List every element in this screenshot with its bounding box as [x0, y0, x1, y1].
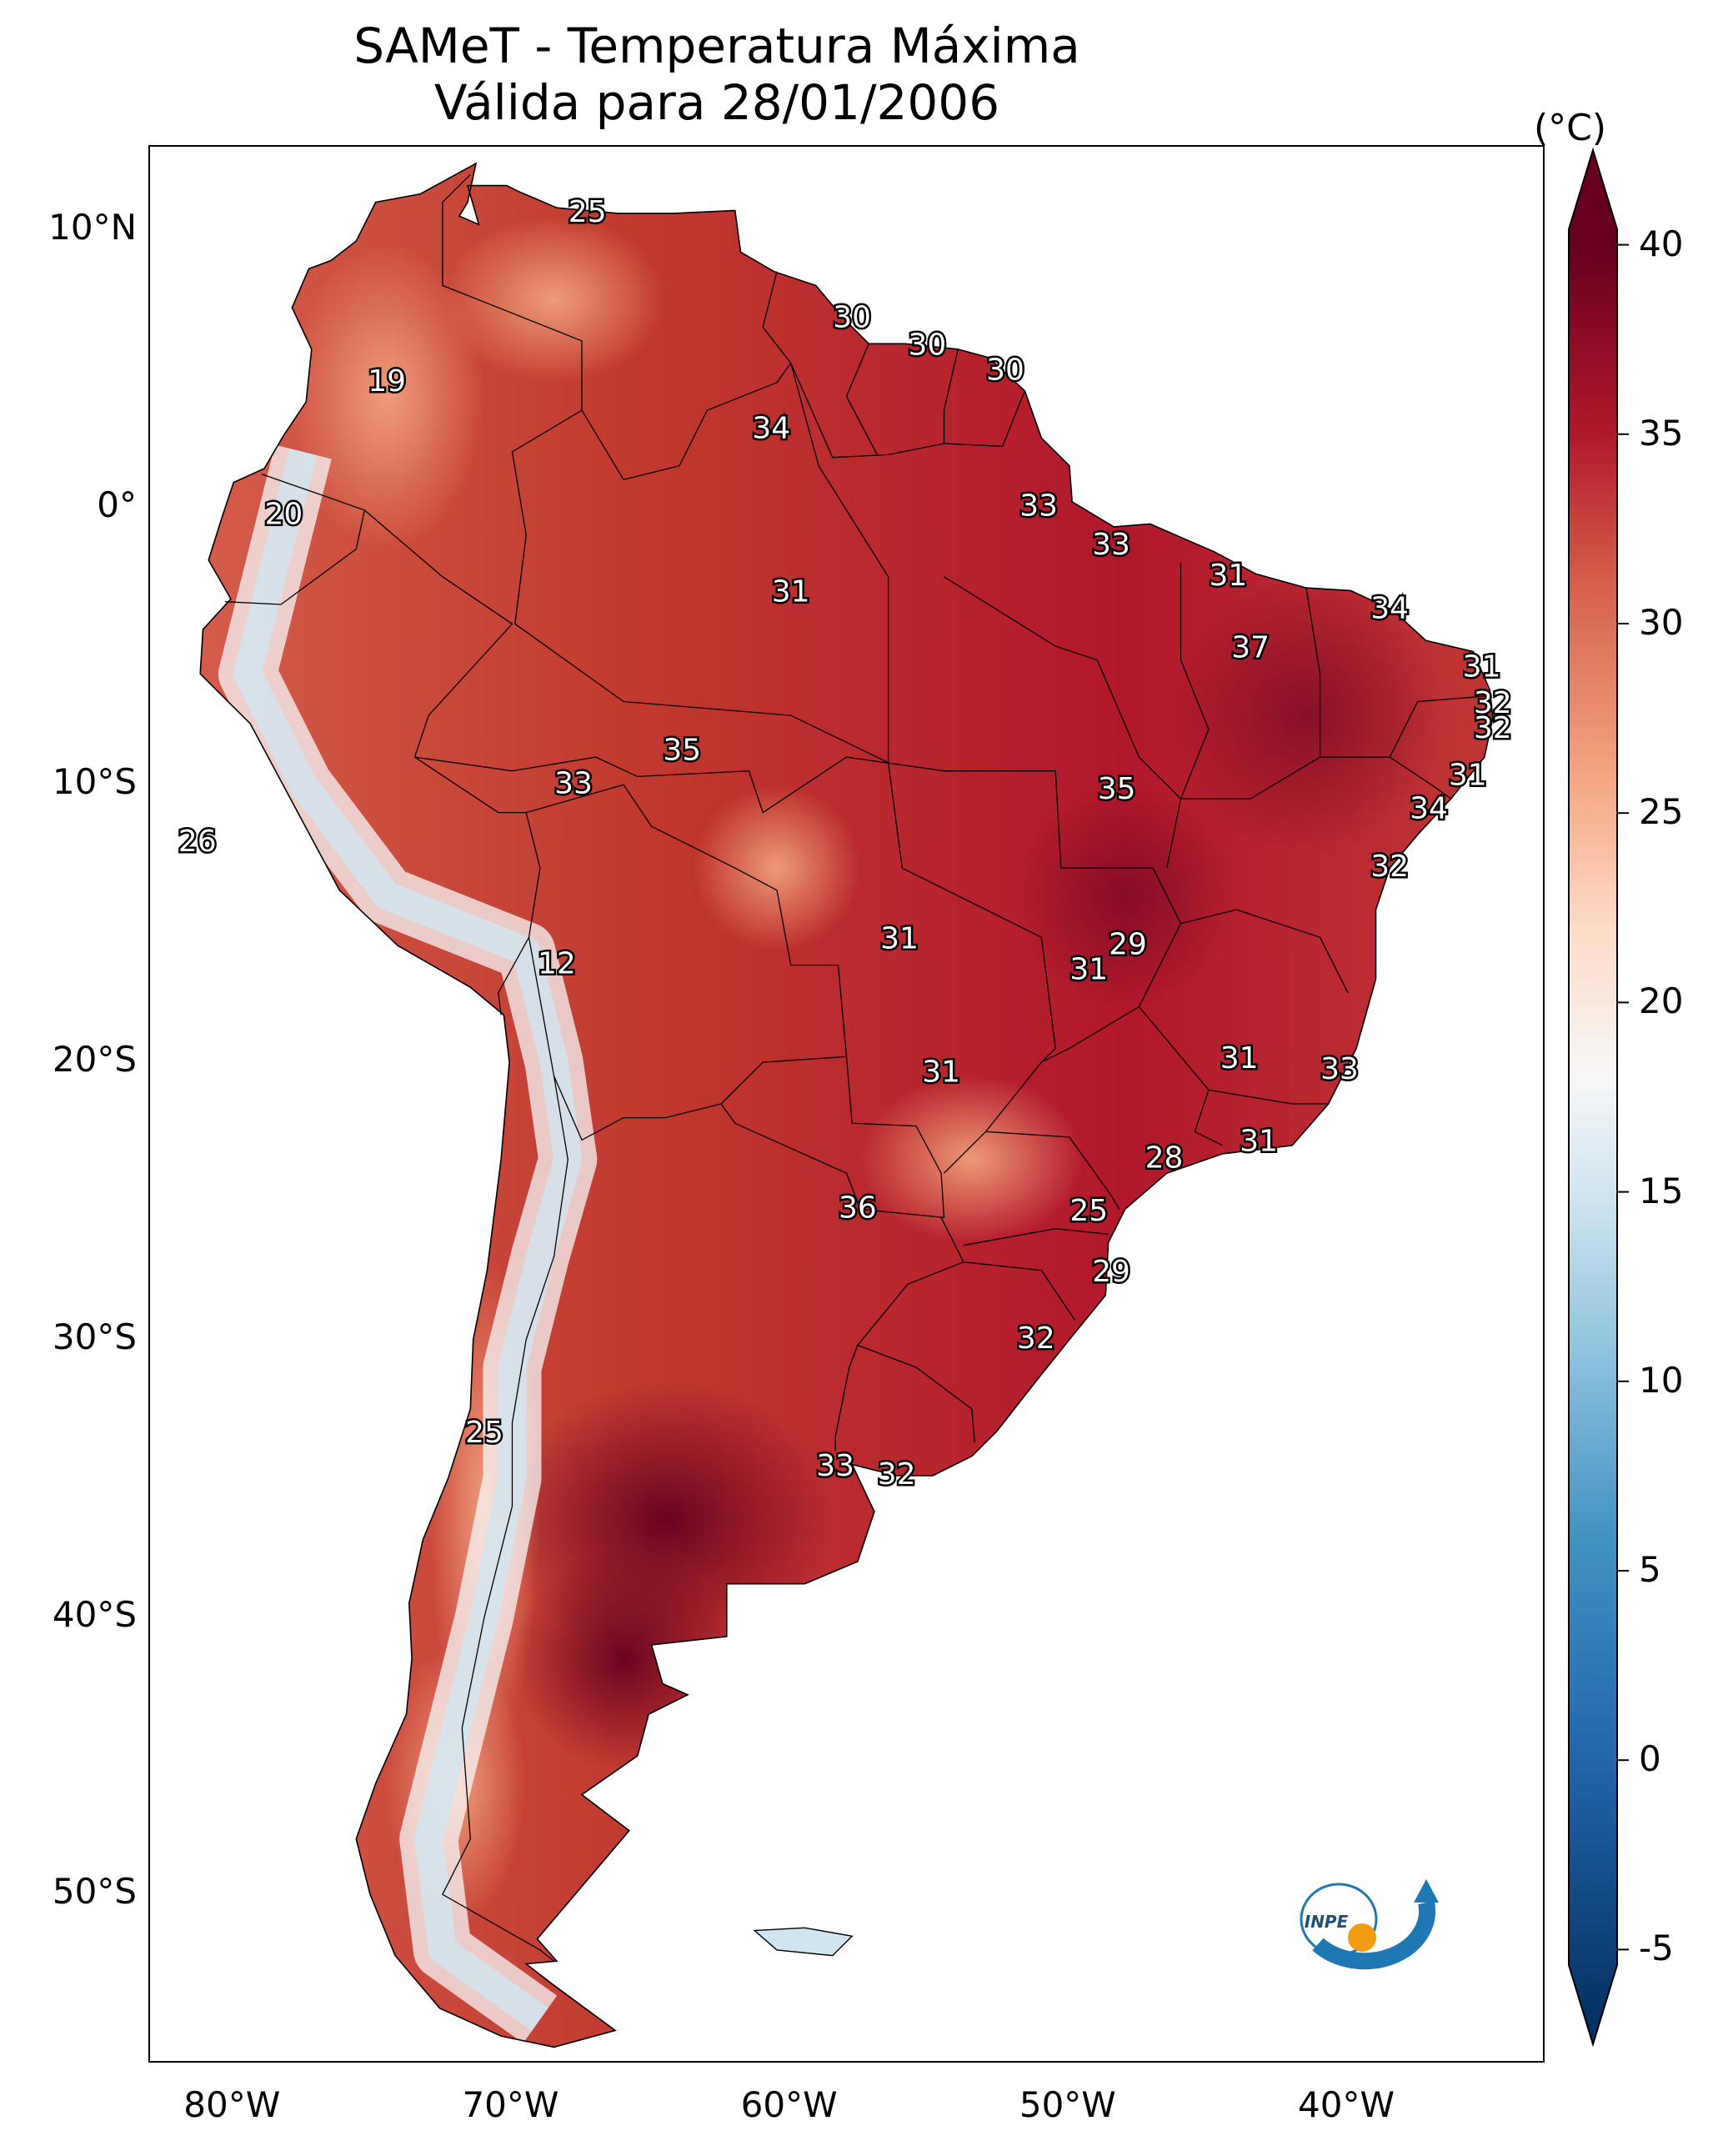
station-value-label: 28 [1145, 1141, 1184, 1176]
colorbar-tick-label: 25 [1639, 791, 1684, 833]
station-value-label: 31 [1209, 559, 1247, 593]
colorbar-tick-label: 10 [1639, 1359, 1684, 1401]
station-value-label: 25 [568, 195, 607, 229]
station-value-label: 31 [1463, 650, 1501, 684]
map-title: SAMeT - Temperatura Máxima [353, 18, 1080, 74]
lon-tick-label: 70°W [462, 2084, 559, 2125]
station-value-label: 33 [1092, 528, 1130, 562]
station-value-label: 34 [1370, 592, 1409, 626]
station-value-label: 34 [1410, 791, 1448, 825]
station-value-label: 33 [816, 1449, 854, 1483]
colorbar-tick-label: -5 [1639, 1928, 1674, 1969]
lon-tick-label: 50°W [1019, 2084, 1116, 2125]
station-value-label: 31 [1449, 758, 1487, 792]
station-value-label: 30 [833, 300, 871, 334]
land-mass [199, 162, 1494, 2048]
station-value-label: 31 [1220, 1041, 1259, 1075]
station-value-label: 32 [878, 1457, 916, 1492]
logo-text: INPE [1305, 1912, 1349, 1932]
logo-arc [1312, 1900, 1436, 1970]
colorbar [1568, 147, 1629, 2048]
station-value-label: 26 [178, 825, 217, 859]
station-value-label: 19 [368, 364, 406, 399]
colorbar-tick-label: 35 [1639, 412, 1684, 454]
station-value-label: 35 [663, 733, 701, 767]
station-value-label: 33 [1019, 489, 1058, 524]
lon-tick-label: 60°W [740, 2084, 838, 2125]
lat-tick-label: 40°S [52, 1593, 137, 1635]
station-value-label: 31 [922, 1055, 960, 1089]
station-value-label: 31 [772, 575, 810, 609]
colorbar-tick-label: 30 [1639, 602, 1684, 643]
colorbar-tick-label: 15 [1639, 1170, 1684, 1211]
colorbar-tick-label: 0 [1639, 1738, 1661, 1780]
station-value-label: 33 [1320, 1052, 1359, 1086]
station-value-label: 30 [986, 353, 1024, 388]
colorbar-tick-label: 40 [1639, 223, 1684, 264]
station-value-label: 32 [1017, 1321, 1055, 1356]
lon-tick-label: 80°W [183, 2084, 281, 2125]
country-borders [225, 173, 1488, 1962]
map-area[interactable]: 25 19 20 26 12 25 30 30 30 34 33 33 31 34 37 31 32 32 31 34… [148, 145, 1545, 2063]
lat-tick-label: 30°S [52, 1316, 137, 1357]
station-value-label: 30 [908, 328, 946, 363]
station-value-label: 31 [1069, 952, 1108, 986]
lat-tick-label: 50°S [52, 1871, 137, 1913]
station-value-label: 20 [264, 498, 303, 532]
station-value-label: 32 [1370, 850, 1409, 884]
inpe-logo: INPE [1300, 1879, 1439, 1970]
station-value-label: 25 [465, 1416, 503, 1450]
map-subtitle: Válida para 28/01/2006 [433, 74, 1000, 131]
station-value-label: 12 [538, 947, 576, 981]
station-value-label: 29 [1109, 927, 1147, 961]
station-value-label: 37 [1231, 630, 1270, 664]
station-value-label: 36 [839, 1191, 877, 1225]
lat-tick-label: 10°N [48, 206, 137, 248]
station-value-label: 35 [1098, 772, 1136, 806]
colorbar-tick-label: 20 [1639, 980, 1684, 1022]
station-value-label: 25 [1069, 1194, 1108, 1228]
station-value-label: 33 [554, 766, 593, 800]
colorbar-unit: (°C) [1534, 107, 1607, 149]
logo-arrow-icon [1414, 1879, 1439, 1903]
logo-sun-icon [1348, 1923, 1376, 1952]
lat-tick-label: 10°S [52, 761, 137, 803]
station-value-label: 32 [1474, 711, 1512, 745]
lon-tick-label: 40°W [1298, 2084, 1395, 2125]
lat-tick-label: 20°S [52, 1039, 137, 1081]
station-value-label: 32 [1474, 686, 1512, 720]
station-value-label: 34 [752, 411, 790, 445]
station-value-label: 31 [880, 922, 919, 956]
station-value-label: 31 [1240, 1125, 1278, 1159]
colorbar-tick-label: 5 [1639, 1549, 1661, 1590]
station-value-label: 29 [1092, 1255, 1130, 1289]
lat-tick-label: 0° [97, 484, 137, 525]
station-labels: 2519202612253030303433333134373132323134… [176, 193, 1514, 1493]
